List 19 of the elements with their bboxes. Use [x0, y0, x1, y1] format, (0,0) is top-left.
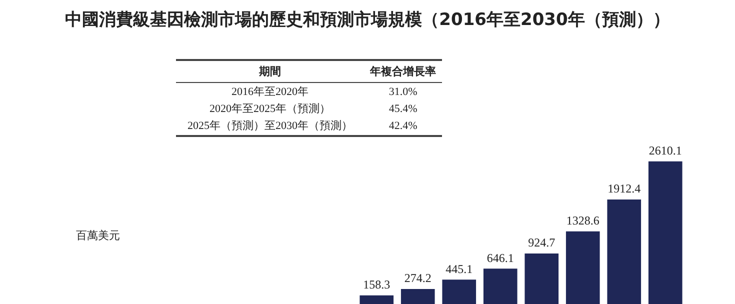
bar — [524, 253, 559, 304]
data-label: 445.1 — [446, 262, 473, 276]
data-label: 2610.1 — [648, 143, 682, 158]
growth-rate-table: 期間 年複合增長率 2016年至2020年 31.0% 2020年至2025年（預測） 45.4% 2025年（預測）至2030年（預測） 42.4% — [176, 61, 442, 134]
text: 百萬美元 — [76, 228, 120, 243]
bar — [566, 231, 600, 304]
data-label: 1912.4 — [608, 182, 641, 196]
data-label: 158.3 — [363, 278, 390, 292]
data-label: 646.1 — [486, 250, 514, 265]
bar — [607, 199, 642, 304]
data-label: 924.7 — [528, 236, 556, 250]
data-label: 274.2 — [404, 271, 432, 286]
chart-title: 中國消費級基因檢測市場的歷史和預測市場規模（2016年至2030年（預測）） — [64, 9, 671, 31]
bar — [648, 161, 682, 304]
bar — [483, 268, 518, 304]
data-label: 1328.6 — [566, 214, 600, 228]
bar — [400, 289, 435, 304]
bar — [360, 295, 394, 304]
bar — [442, 280, 476, 304]
